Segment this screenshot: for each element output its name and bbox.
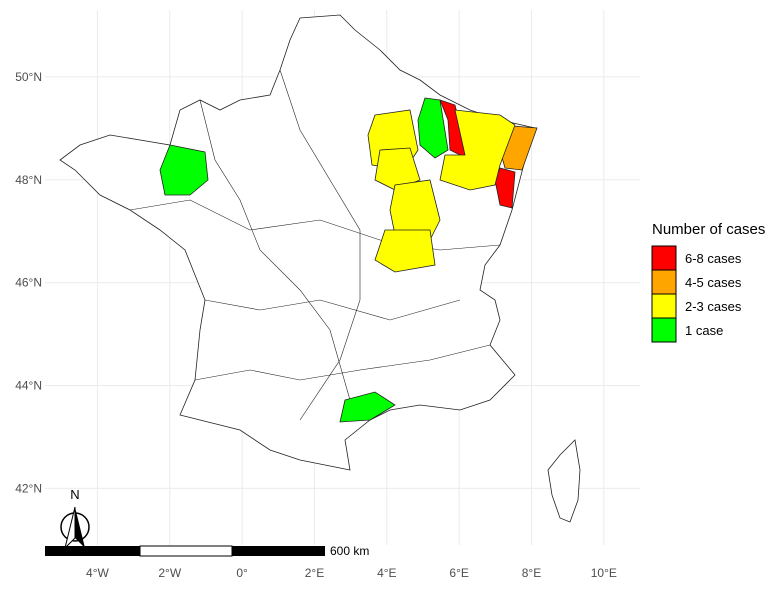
legend-title: Number of cases [652, 221, 765, 238]
y-tick-label: 48°N [15, 173, 42, 187]
legend-swatch [651, 245, 677, 271]
y-tick-label: 44°N [15, 379, 42, 393]
y-tick-label: 50°N [15, 70, 42, 84]
france [59, 14, 581, 523]
legend: Number of cases 6-8 cases 4-5 cases 2-3 ca… [651, 221, 765, 343]
borders [279, 69, 361, 421]
legend-swatch [651, 293, 677, 319]
axis-labels: 4°W 2°W 0° 2°E 4°E 6°E 8°E 10°E 42°N 44°N 46°N 48°N… [15, 70, 617, 580]
mainland [59, 14, 536, 471]
legend-label: 6-8 cases [685, 251, 742, 266]
scale-segment [45, 546, 140, 556]
y-tick-label: 42°N [15, 481, 42, 495]
north-arrow: N [60, 487, 90, 550]
legend-swatch [651, 269, 677, 295]
x-tick-label: 2°W [158, 566, 181, 580]
x-tick-label: 2°E [305, 566, 324, 580]
borders [194, 344, 491, 381]
legend-label: 4-5 cases [685, 275, 742, 290]
scale-label: 600 km [330, 544, 369, 558]
corsica [547, 439, 581, 523]
borders [129, 199, 501, 251]
x-tick-label: 4°E [377, 566, 396, 580]
legend-swatch [651, 317, 677, 343]
department [374, 229, 436, 273]
legend-label: 1 case [685, 323, 723, 338]
x-tick-label: 6°E [449, 566, 468, 580]
department [339, 391, 396, 423]
north-arrow-right [75, 507, 85, 548]
department [417, 97, 449, 159]
borders [199, 99, 351, 401]
borders [204, 299, 461, 321]
x-tick-label: 8°E [522, 566, 541, 580]
highlighted-departments [159, 97, 538, 423]
department [159, 144, 209, 196]
north-label: N [70, 487, 79, 502]
x-tick-label: 4°W [86, 566, 109, 580]
y-tick-label: 46°N [15, 276, 42, 290]
scale-segment [232, 546, 325, 556]
scale-segment [139, 545, 233, 557]
x-tick-label: 10°E [591, 566, 617, 580]
department [439, 109, 516, 191]
scale-bar: 600 km [45, 544, 369, 558]
legend-label: 2-3 cases [685, 299, 742, 314]
x-tick-label: 0° [236, 566, 248, 580]
